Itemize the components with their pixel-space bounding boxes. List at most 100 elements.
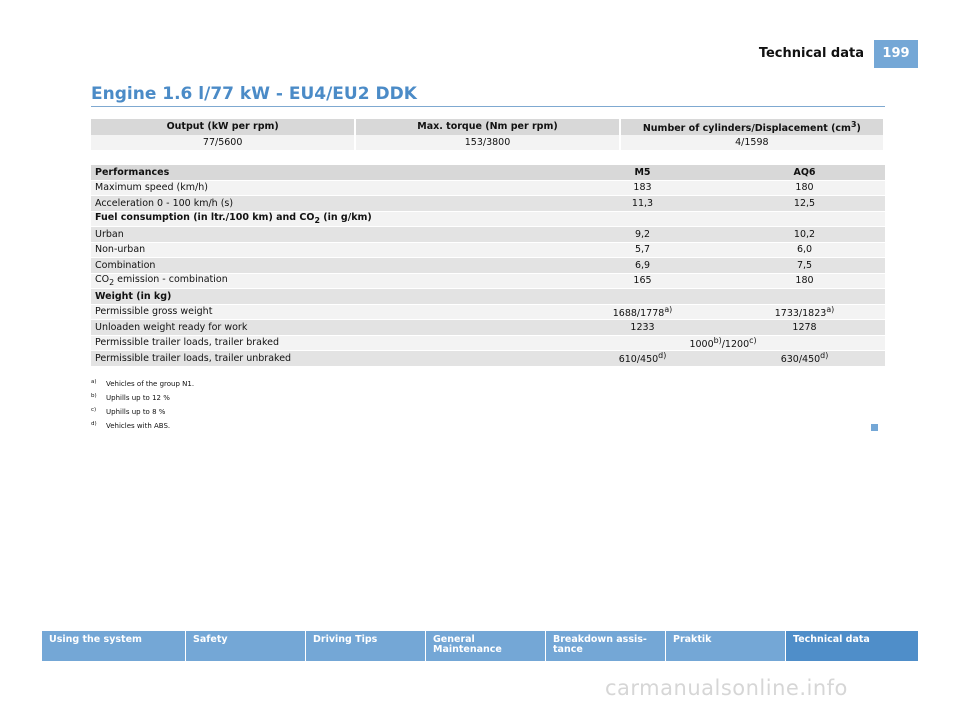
footnote-text: Uphills up to 8 % [106, 408, 166, 416]
footnote-text: Uphills up to 12 % [106, 394, 170, 402]
footer-tab-safety[interactable]: Safety [186, 631, 306, 661]
row-value-aq6: 1278 [724, 319, 885, 335]
footer-nav: Using the system Safety Driving Tips Gen… [42, 631, 918, 661]
row-value-m5: 1688/1778a) [561, 303, 724, 320]
footnote-text: Vehicles of the group N1. [106, 380, 195, 388]
value-text: 630/450 [780, 354, 821, 366]
table-row: Non-urban 5,7 6,0 [91, 241, 885, 258]
footnote: a) Vehicles of the group N1. [91, 377, 194, 391]
footer-tab-driving-tips[interactable]: Driving Tips [306, 631, 426, 661]
fuel-section-post: (in g/km) [319, 212, 372, 224]
value-text: 1733/1823 [774, 307, 827, 319]
row-value-aq6: 630/450d) [724, 350, 885, 366]
footnote-ref: d) [820, 351, 829, 361]
footer-tab-praktik[interactable]: Praktik [666, 631, 786, 661]
table-row: Permissible trailer loads, trailer brake… [91, 334, 885, 351]
footnote-mark: c) [91, 407, 97, 413]
cylinders-value: 4/1598 [619, 134, 886, 150]
table-row: Combination 6,9 7,5 [91, 257, 885, 273]
co2-label-pre: CO [95, 274, 110, 286]
cylinders-header-text: Number of cylinders/Displacement (cm [642, 122, 851, 134]
weight-section-row: Weight (in kg) [91, 288, 885, 304]
footnote-ref: a) [664, 304, 673, 314]
output-value: 77/5600 [91, 134, 357, 150]
footer-tab-label: Driving Tips [313, 634, 378, 645]
table-row: CO2 emission - combination 165 180 [91, 272, 885, 289]
row-value-aq6: 6,0 [724, 241, 885, 258]
row-label: Permissible trailer loads, trailer unbra… [91, 350, 561, 366]
footer-tab-general-maintenance[interactable]: General Maintenance [426, 631, 546, 661]
footnote-mark: d) [91, 421, 97, 427]
performance-table: Performances M5 AQ6 Maximum speed (km/h)… [91, 164, 885, 366]
value-text: 1688/1778 [612, 307, 665, 319]
engine-spec-header-row: Output (kW per rpm) Max. torque (Nm per … [91, 119, 886, 135]
footnote-ref: a) [826, 304, 835, 314]
row-label: CO2 emission - combination [91, 272, 561, 289]
row-label: Acceleration 0 - 100 km/h (s) [91, 195, 561, 211]
fuel-section-sub: 2 [314, 216, 320, 226]
footnote-ref: c) [749, 335, 757, 345]
footer-tab-label: Breakdown assis- [553, 634, 647, 645]
co2-label-sub: 2 [109, 278, 115, 288]
footer-tab-label-line2: tance [553, 644, 583, 655]
row-value-m5: 610/450d) [561, 350, 724, 366]
performances-header: Performances [91, 164, 561, 180]
row-value-aq6: 7,5 [724, 257, 885, 273]
footer-tab-label: Praktik [673, 634, 712, 645]
row-label: Permissible trailer loads, trailer brake… [91, 334, 561, 351]
m5-header: M5 [561, 164, 724, 180]
row-label: Non-urban [91, 241, 561, 258]
footnote: c) Uphills up to 8 % [91, 405, 194, 419]
footnote-mark: a) [91, 379, 97, 385]
footnote: b) Uphills up to 12 % [91, 391, 194, 405]
section-end-marker [871, 424, 878, 431]
output-header: Output (kW per rpm) [91, 119, 357, 135]
title-divider [91, 106, 885, 107]
page-title: Engine 1.6 l/77 kW - EU4/EU2 DDK [91, 84, 417, 104]
table-row: Permissible gross weight 1688/1778a) 173… [91, 303, 885, 320]
aq6-header: AQ6 [724, 164, 885, 180]
row-value-aq6: 1733/1823a) [724, 303, 885, 320]
fuel-section-label: Fuel consumption (in ltr./100 km) and CO… [91, 210, 885, 227]
row-label: Permissible gross weight [91, 303, 561, 320]
performance-header-row: Performances M5 AQ6 [91, 164, 885, 180]
row-label: Urban [91, 226, 561, 242]
row-value-aq6: 12,5 [724, 195, 885, 211]
row-label: Maximum speed (km/h) [91, 179, 561, 196]
fuel-section-row: Fuel consumption (in ltr./100 km) and CO… [91, 210, 885, 227]
torque-value: 153/3800 [355, 134, 621, 150]
row-value-aq6: 180 [724, 272, 885, 289]
footer-tab-label: Using the system [49, 634, 142, 645]
footnote-mark: b) [91, 393, 97, 399]
watermark: carmanualsonline.info [605, 676, 848, 700]
value-text: 610/450 [618, 354, 659, 366]
row-value-m5: 11,3 [561, 195, 724, 211]
cylinders-header-sup: 3 [850, 119, 857, 129]
co2-label-post: emission - combination [114, 274, 228, 286]
footer-tab-breakdown-assistance[interactable]: Breakdown assis-tance [546, 631, 666, 661]
footer-tab-label: Technical data [793, 634, 870, 645]
footnote: d) Vehicles with ABS. [91, 419, 194, 433]
fuel-section-pre: Fuel consumption (in ltr./100 km) and CO [95, 212, 315, 224]
footer-tab-using-the-system[interactable]: Using the system [42, 631, 186, 661]
row-label: Combination [91, 257, 561, 273]
row-value-aq6: 180 [724, 179, 885, 196]
engine-spec-value-row: 77/5600 153/3800 4/1598 [91, 134, 886, 150]
row-label: Unloaden weight ready for work [91, 319, 561, 335]
footnote-ref: d) [658, 351, 667, 361]
weight-section-label: Weight (in kg) [91, 288, 885, 304]
engine-spec-table: Output (kW per rpm) Max. torque (Nm per … [91, 119, 886, 150]
footer-tab-technical-data[interactable]: Technical data [786, 631, 918, 661]
row-value-m5: 1233 [561, 319, 724, 335]
value-text: 1000 [689, 338, 714, 350]
row-value-merged: 1000b)/1200c) [561, 334, 885, 351]
table-row: Urban 9,2 10,2 [91, 226, 885, 242]
row-value-m5: 165 [561, 272, 724, 289]
row-value-m5: 183 [561, 179, 724, 196]
cylinders-header-close: ) [856, 122, 861, 134]
footer-tab-label: Safety [193, 634, 228, 645]
cylinders-header: Number of cylinders/Displacement (cm3) [619, 119, 886, 135]
table-row: Unloaden weight ready for work 1233 1278 [91, 319, 885, 335]
page-number: 199 [874, 40, 918, 68]
row-value-m5: 5,7 [561, 241, 724, 258]
